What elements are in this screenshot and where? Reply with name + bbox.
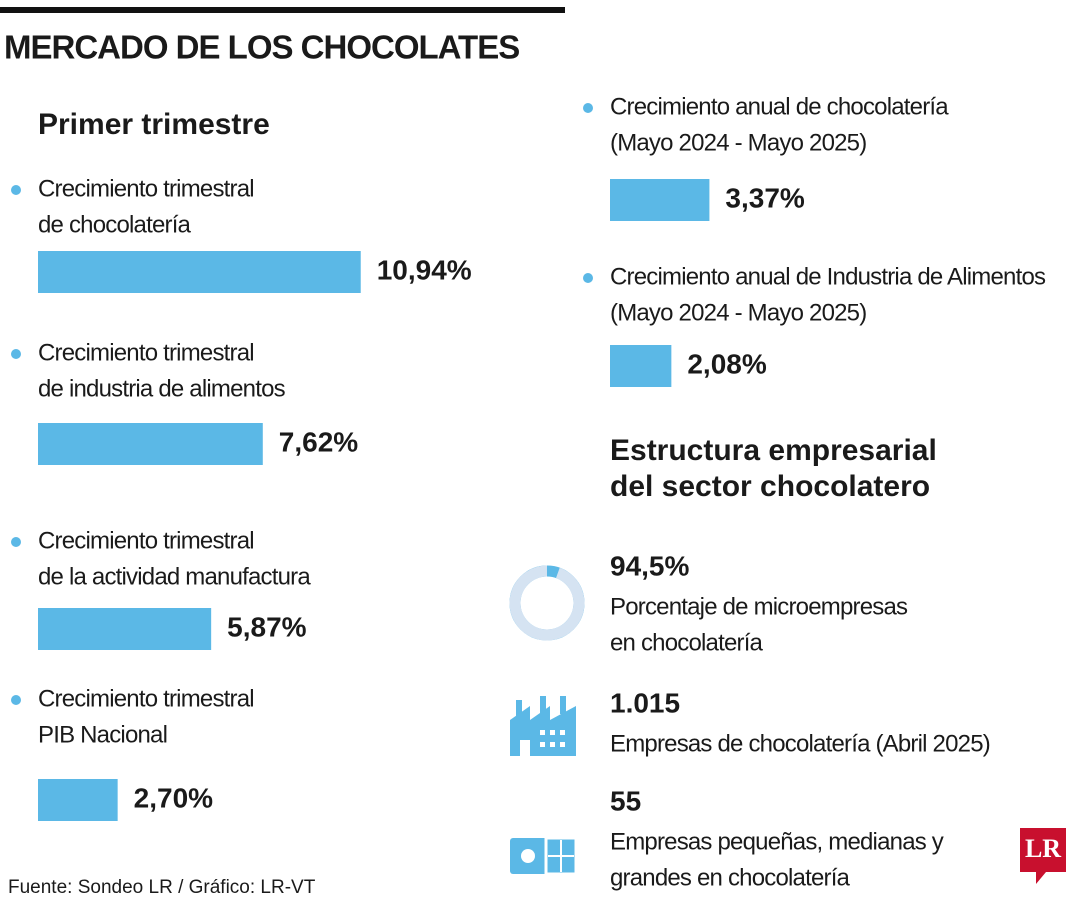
logo: LR	[1020, 828, 1066, 884]
stat-label: Empresas pequeñas, medianas y	[610, 828, 944, 855]
value-label: 7,62%	[279, 426, 358, 457]
stat-label: en chocolatería	[610, 629, 764, 656]
value-label: 10,94%	[377, 254, 472, 285]
bullet	[11, 185, 21, 195]
bar	[38, 608, 212, 650]
item-label: Crecimiento trimestral	[38, 175, 254, 202]
title-rule	[0, 7, 565, 13]
bar	[610, 179, 710, 221]
stat-label: grandes en chocolatería	[610, 864, 851, 891]
value-label: 2,70%	[134, 782, 213, 813]
item-label: Crecimiento anual de chocolatería	[610, 93, 949, 120]
item-label: Crecimiento anual de Industria de Alimen…	[610, 263, 1046, 290]
bar	[38, 779, 118, 821]
bullet	[11, 695, 21, 705]
bullet	[11, 537, 21, 547]
bar	[38, 251, 361, 293]
logo-text: LR	[1025, 834, 1061, 863]
item-label: de la actividad manufactura	[38, 563, 311, 590]
item-label: PIB Nacional	[38, 721, 167, 748]
stat-value: 94,5%	[610, 550, 689, 581]
item-label: (Mayo 2024 - Mayo 2025)	[610, 129, 866, 156]
section-heading: Estructura empresarial	[610, 434, 937, 467]
item-label: Crecimiento trimestral	[38, 339, 254, 366]
item-label: Crecimiento trimestral	[38, 685, 254, 712]
source: Fuente: Sondeo LR / Gráfico: LR-VT	[8, 877, 316, 898]
donut-arc	[509, 565, 585, 641]
section-heading: del sector chocolatero	[610, 470, 930, 503]
stat-label: Empresas de chocolatería (Abril 2025)	[610, 730, 990, 757]
item-label: (Mayo 2024 - Mayo 2025)	[610, 299, 866, 326]
value-label: 3,37%	[725, 182, 804, 213]
bar	[610, 345, 672, 387]
stat-value: 1.015	[610, 687, 680, 718]
store-icon	[510, 836, 578, 876]
value-label: 5,87%	[227, 611, 306, 642]
stat-label: Porcentaje de microempresas	[610, 593, 908, 620]
item-label: de chocolatería	[38, 211, 192, 238]
title: MERCADO DE LOS CHOCOLATES	[4, 29, 519, 66]
bullet	[583, 103, 593, 113]
value-label: 2,08%	[687, 348, 766, 379]
stat-value: 55	[610, 785, 641, 816]
factory-icon	[510, 696, 576, 756]
item-label: Crecimiento trimestral	[38, 527, 254, 554]
bullet	[583, 273, 593, 283]
section-heading: Primer trimestre	[38, 108, 270, 141]
item-label: de industria de alimentos	[38, 375, 286, 402]
bar	[38, 423, 263, 465]
bullet	[11, 349, 21, 359]
